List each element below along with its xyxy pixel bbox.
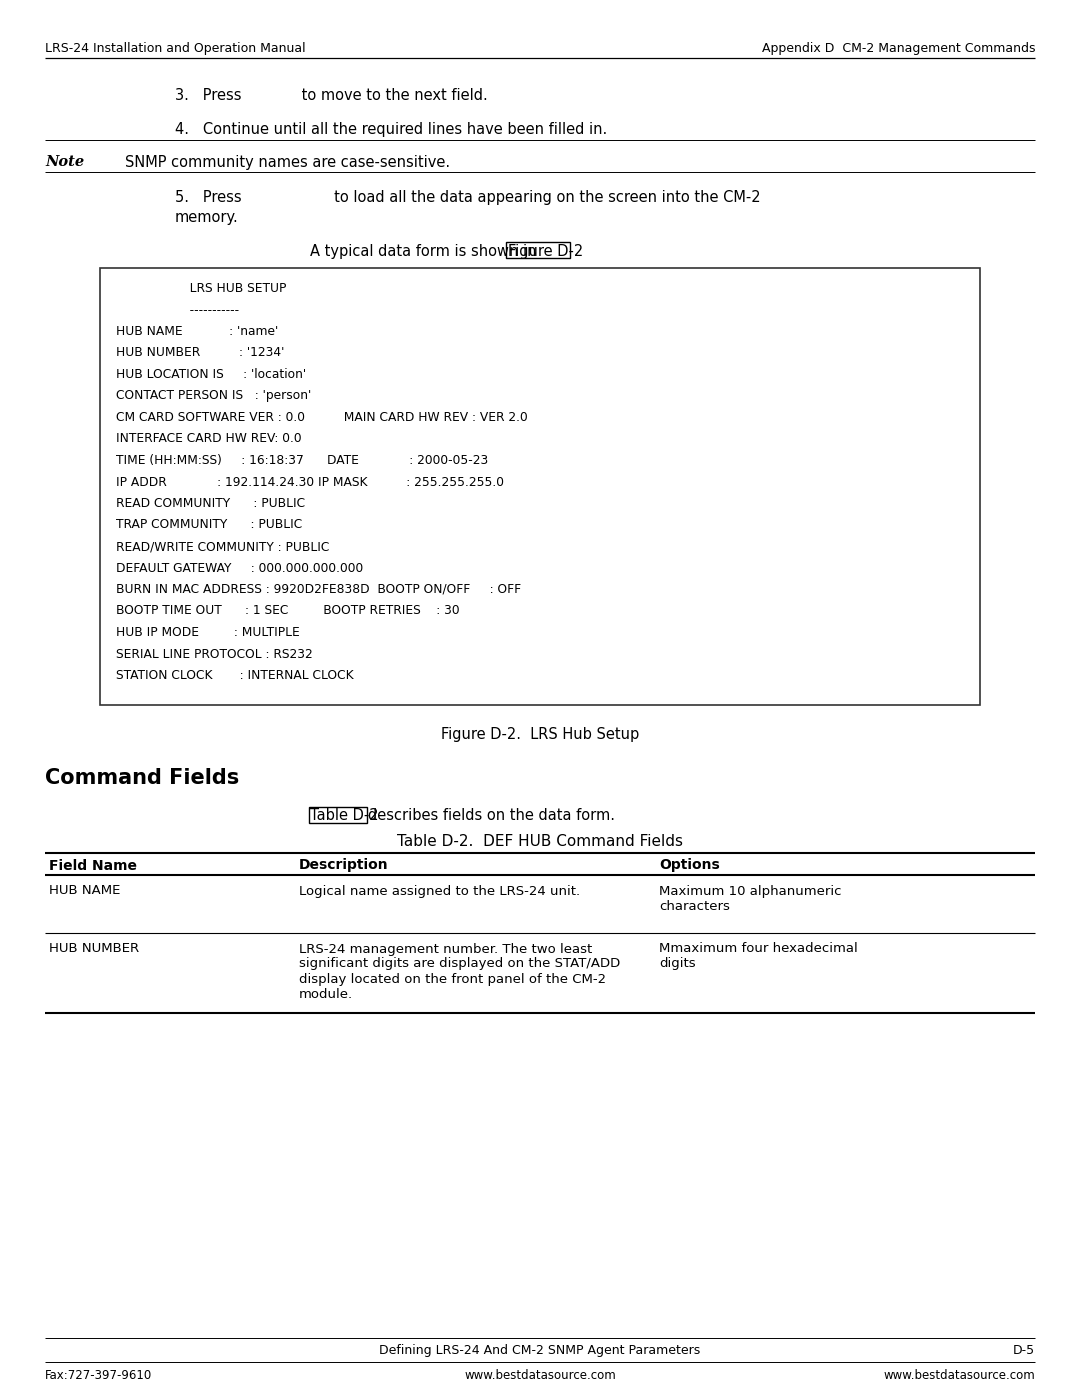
Text: module.: module.: [299, 988, 353, 1000]
Text: CM CARD SOFTWARE VER : 0.0          MAIN CARD HW REV : VER 2.0: CM CARD SOFTWARE VER : 0.0 MAIN CARD HW …: [116, 411, 528, 425]
Text: DEFAULT GATEWAY     : 000.000.000.000: DEFAULT GATEWAY : 000.000.000.000: [116, 562, 363, 574]
Text: Table D-2.  DEF HUB Command Fields: Table D-2. DEF HUB Command Fields: [397, 834, 683, 849]
Text: Description: Description: [299, 859, 389, 873]
Bar: [505, 242, 569, 258]
Text: LRS-24 management number. The two least: LRS-24 management number. The two least: [299, 943, 592, 956]
Text: Logical name assigned to the LRS-24 unit.: Logical name assigned to the LRS-24 unit…: [299, 884, 580, 897]
Text: www.bestdatasource.com: www.bestdatasource.com: [883, 1369, 1035, 1382]
Text: TRAP COMMUNITY      : PUBLIC: TRAP COMMUNITY : PUBLIC: [116, 518, 302, 531]
Text: www.bestdatasource.com: www.bestdatasource.com: [464, 1369, 616, 1382]
Text: 5.   Press                    to load all the data appearing on the screen into : 5. Press to load all the data appearing …: [175, 190, 760, 205]
Text: A typical data form is shown in: A typical data form is shown in: [310, 244, 541, 258]
Text: Figure D-2: Figure D-2: [508, 244, 583, 258]
Text: BOOTP TIME OUT      : 1 SEC         BOOTP RETRIES    : 30: BOOTP TIME OUT : 1 SEC BOOTP RETRIES : 3…: [116, 605, 460, 617]
Text: Appendix D  CM-2 Management Commands: Appendix D CM-2 Management Commands: [761, 42, 1035, 54]
Text: TIME (HH:MM:SS)     : 16:18:37      DATE             : 2000-05-23: TIME (HH:MM:SS) : 16:18:37 DATE : 2000-0…: [116, 454, 488, 467]
Text: D-5: D-5: [1013, 1344, 1035, 1356]
Text: Command Fields: Command Fields: [45, 768, 240, 788]
Text: Defining LRS-24 And CM-2 SNMP Agent Parameters: Defining LRS-24 And CM-2 SNMP Agent Para…: [379, 1344, 701, 1356]
Text: HUB IP MODE         : MULTIPLE: HUB IP MODE : MULTIPLE: [116, 626, 300, 638]
Text: LRS-24 Installation and Operation Manual: LRS-24 Installation and Operation Manual: [45, 42, 306, 54]
Text: 4.   Continue until all the required lines have been filled in.: 4. Continue until all the required lines…: [175, 122, 607, 137]
Text: SNMP community names are case-sensitive.: SNMP community names are case-sensitive.: [125, 155, 450, 170]
Text: Mmaximum four hexadecimal: Mmaximum four hexadecimal: [659, 943, 858, 956]
Text: -----------: -----------: [116, 303, 239, 317]
Text: HUB NAME: HUB NAME: [49, 884, 120, 897]
Text: HUB NUMBER: HUB NUMBER: [49, 943, 139, 956]
Text: CONTACT PERSON IS   : 'person': CONTACT PERSON IS : 'person': [116, 390, 311, 402]
Text: INTERFACE CARD HW REV: 0.0: INTERFACE CARD HW REV: 0.0: [116, 433, 301, 446]
Text: BURN IN MAC ADDRESS : 9920D2FE838D  BOOTP ON/OFF     : OFF: BURN IN MAC ADDRESS : 9920D2FE838D BOOTP…: [116, 583, 522, 597]
Text: 3.   Press             to move to the next field.: 3. Press to move to the next field.: [175, 88, 488, 103]
Text: IP ADDR             : 192.114.24.30 IP MASK          : 255.255.255.0: IP ADDR : 192.114.24.30 IP MASK : 255.25…: [116, 475, 504, 489]
Text: memory.: memory.: [175, 210, 239, 225]
Text: HUB LOCATION IS     : 'location': HUB LOCATION IS : 'location': [116, 367, 306, 381]
Text: significant digits are displayed on the STAT/ADD: significant digits are displayed on the …: [299, 957, 620, 971]
Text: characters: characters: [659, 900, 730, 912]
Bar: [309, 806, 366, 823]
Text: Figure D-2.  LRS Hub Setup: Figure D-2. LRS Hub Setup: [441, 726, 639, 742]
Text: READ/WRITE COMMUNITY : PUBLIC: READ/WRITE COMMUNITY : PUBLIC: [116, 541, 329, 553]
Text: Field Name: Field Name: [49, 859, 137, 873]
Text: digits: digits: [659, 957, 696, 971]
Text: HUB NUMBER          : '1234': HUB NUMBER : '1234': [116, 346, 284, 359]
Text: display located on the front panel of the CM-2: display located on the front panel of th…: [299, 972, 606, 985]
Text: Table D-2: Table D-2: [310, 809, 379, 823]
Text: READ COMMUNITY      : PUBLIC: READ COMMUNITY : PUBLIC: [116, 497, 306, 510]
Text: LRS HUB SETUP: LRS HUB SETUP: [116, 282, 286, 295]
Bar: [100, 268, 980, 704]
Text: Maximum 10 alphanumeric: Maximum 10 alphanumeric: [659, 884, 841, 897]
Text: Fax:727-397-9610: Fax:727-397-9610: [45, 1369, 152, 1382]
Text: Note: Note: [45, 155, 84, 169]
Text: describes fields on the data form.: describes fields on the data form.: [367, 809, 615, 823]
Text: SERIAL LINE PROTOCOL : RS232: SERIAL LINE PROTOCOL : RS232: [116, 647, 313, 661]
Text: STATION CLOCK       : INTERNAL CLOCK: STATION CLOCK : INTERNAL CLOCK: [116, 669, 353, 682]
Text: Options: Options: [659, 859, 719, 873]
Text: HUB NAME            : 'name': HUB NAME : 'name': [116, 326, 279, 338]
